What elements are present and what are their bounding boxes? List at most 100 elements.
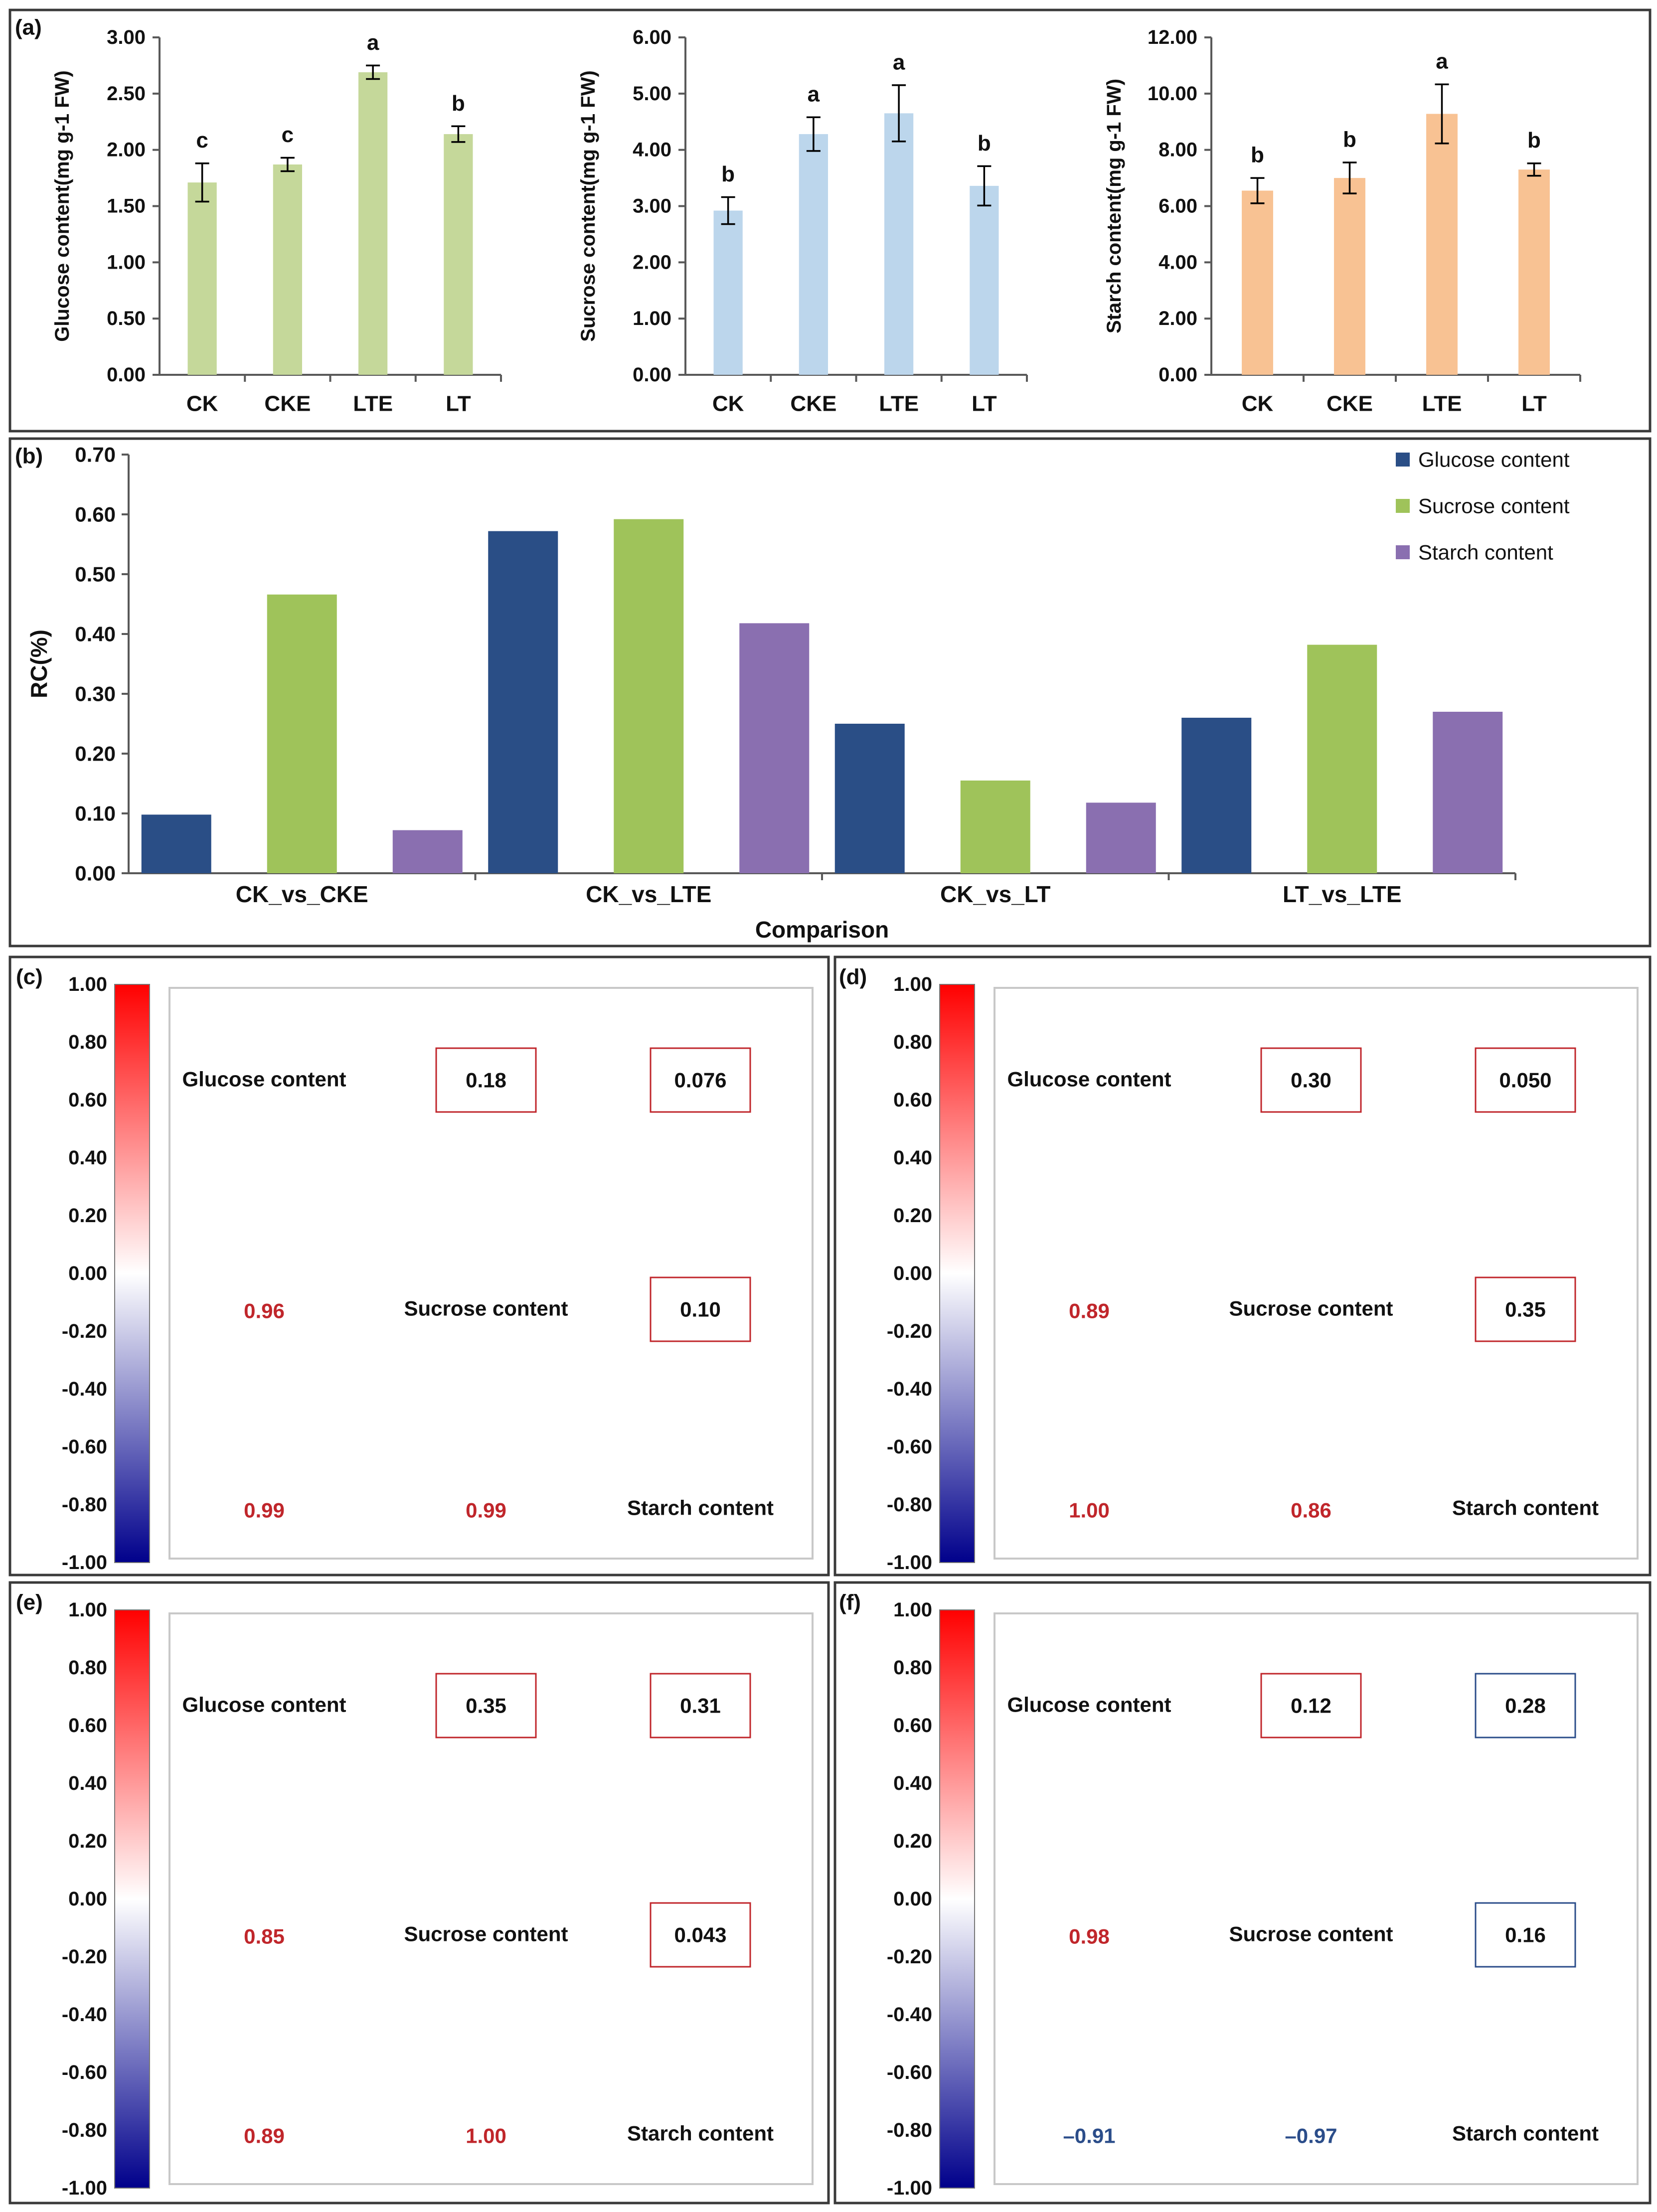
y-tick-label: 0.40 — [75, 623, 116, 646]
color-scale-label: 0.00 — [68, 1263, 107, 1284]
color-scale-label: -1.00 — [887, 2177, 932, 2199]
legend-swatch-1 — [1396, 499, 1410, 513]
bar-LTE — [1426, 114, 1458, 375]
panel-label-c: (c) — [16, 965, 43, 989]
color-scale-label: -0.80 — [887, 2119, 932, 2141]
color-scale-label: 0.80 — [893, 1031, 932, 1053]
panel-frame-6 — [833, 1581, 1652, 2205]
color-scale-bar — [939, 1609, 975, 2189]
color-scale-label: -0.20 — [62, 1946, 107, 1968]
significance-letter: a — [1436, 49, 1448, 74]
matrix-variable-label: Glucose content — [1007, 1068, 1171, 1091]
color-scale-label: 0.20 — [893, 1830, 932, 1852]
color-scale-label: 0.60 — [893, 1089, 932, 1111]
p-value-box — [1475, 1047, 1576, 1113]
color-scale-label: 0.60 — [893, 1715, 932, 1737]
color-scale-label: -0.80 — [62, 2119, 107, 2141]
y-tick-label: 3.00 — [633, 195, 671, 217]
correlation-value: 0.98 — [1069, 1925, 1110, 1948]
significance-letter: b — [1343, 128, 1356, 152]
p-value-box — [435, 1673, 537, 1738]
color-scale-label: 1.00 — [893, 1599, 932, 1621]
bar-LT — [444, 134, 473, 375]
correlation-value: 0.99 — [466, 1499, 506, 1522]
color-scale-label: -0.40 — [887, 2004, 932, 2026]
p-value-box — [650, 1902, 751, 1968]
significance-letter: b — [978, 131, 991, 156]
bar-LTE — [358, 72, 388, 375]
color-scale-label: -0.60 — [62, 2061, 107, 2083]
p-value-box — [1260, 1047, 1362, 1113]
matrix-variable-label: Glucose content — [182, 1693, 346, 1717]
x-tick-label: CK — [712, 392, 744, 416]
panel-label-a: (a) — [15, 15, 42, 40]
color-scale-label: 0.20 — [68, 1830, 107, 1852]
color-scale-label: -0.60 — [887, 2061, 932, 2083]
significance-letter: a — [893, 50, 905, 74]
y-tick-label: 0.00 — [107, 364, 146, 386]
color-scale-label: -0.60 — [62, 1436, 107, 1458]
correlation-value: 0.96 — [244, 1299, 285, 1323]
x-tick-label: LTE — [879, 392, 919, 416]
color-scale-label: 0.60 — [68, 1715, 107, 1737]
color-scale-label: 1.00 — [893, 973, 932, 995]
bar-CK_vs_CKE-2 — [392, 830, 463, 873]
x-tick-label: LT — [1521, 392, 1547, 416]
panel-label-e: (e) — [16, 1590, 43, 1615]
matrix-variable-label: Starch content — [1452, 2122, 1599, 2145]
x-tick-label: CK — [186, 392, 218, 416]
matrix-area — [994, 987, 1639, 1560]
x-tick-label: LTE — [353, 392, 393, 416]
y-tick-label: 5.00 — [633, 83, 671, 105]
p-value: 0.28 — [1505, 1694, 1546, 1718]
p-value-box — [1475, 1673, 1576, 1738]
matrix-variable-label: Starch content — [627, 1496, 774, 1520]
y-tick-label: 6.00 — [1159, 195, 1197, 217]
panel-label-d: (d) — [839, 965, 867, 989]
panel-label-b: (b) — [15, 444, 43, 469]
bar-LT — [970, 185, 999, 375]
x-tick-label: CKE — [790, 392, 836, 416]
y-tick-label: 2.00 — [633, 251, 671, 273]
color-scale-label: -0.20 — [887, 1946, 932, 1968]
significance-letter: c — [282, 123, 294, 147]
y-tick-label: 0.00 — [75, 862, 116, 885]
significance-letter: a — [808, 82, 820, 107]
bar-LT — [1518, 169, 1550, 375]
matrix-variable-label: Sucrose content — [1229, 1922, 1393, 1946]
p-value-box — [1260, 1673, 1362, 1738]
bar-LTE — [884, 113, 914, 375]
p-value: 0.12 — [1291, 1694, 1331, 1718]
p-value-box — [650, 1673, 751, 1738]
color-scale-label: 0.80 — [68, 1657, 107, 1679]
color-scale-label: 0.40 — [68, 1772, 107, 1794]
bar-CK_vs_LTE-2 — [739, 623, 810, 873]
y-tick-label: 2.00 — [107, 139, 146, 161]
p-value: 0.16 — [1505, 1923, 1546, 1947]
x-tick-label: CK_vs_LT — [940, 881, 1051, 907]
y-tick-label: 0.70 — [75, 443, 116, 467]
color-scale-label: 0.40 — [893, 1772, 932, 1794]
color-scale-label: -0.40 — [62, 1378, 107, 1400]
x-axis-label: Comparison — [755, 917, 889, 943]
y-tick-label: 0.30 — [75, 682, 116, 706]
p-value-box — [650, 1276, 751, 1342]
color-scale-label: 1.00 — [68, 973, 107, 995]
x-tick-label: CK — [1242, 392, 1274, 416]
color-scale-label: -1.00 — [887, 1552, 932, 1574]
color-scale-label: 0.20 — [893, 1205, 932, 1227]
legend-entry-1: Sucrose content — [1418, 494, 1570, 518]
y-tick-label: 0.20 — [75, 742, 116, 766]
bar-CK — [187, 182, 217, 375]
matrix-area — [168, 987, 814, 1560]
matrix-variable-label: Sucrose content — [404, 1297, 568, 1320]
color-scale-label: -0.80 — [887, 1494, 932, 1516]
color-scale-label: -0.40 — [62, 2004, 107, 2026]
y-axis-label: Starch content(mg g-1 FW) — [1103, 79, 1125, 333]
color-scale-bar — [939, 984, 975, 1563]
x-tick-label: CK_vs_LTE — [586, 881, 711, 907]
matrix-area — [168, 1612, 814, 2185]
y-tick-label: 0.50 — [107, 308, 146, 329]
legend-swatch-0 — [1396, 453, 1410, 467]
bar-LT_vs_LTE-2 — [1433, 712, 1503, 873]
